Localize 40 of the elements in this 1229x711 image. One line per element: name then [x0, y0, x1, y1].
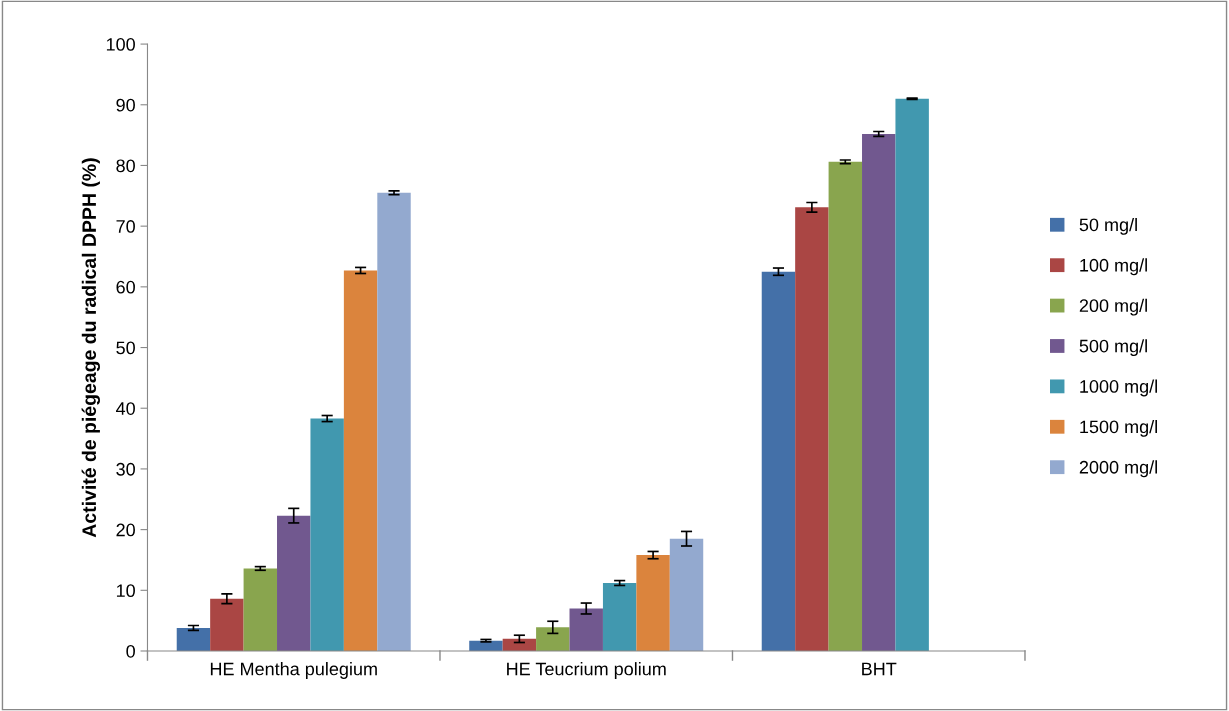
bar: [862, 133, 896, 651]
y-tick-label: 80: [116, 159, 135, 173]
y-tick-label: 10: [116, 584, 135, 598]
y-axis-title: Activité de piégeage du radical DPPH (%): [81, 158, 100, 538]
bar: [377, 192, 411, 651]
legend-label: 2000 mg/l: [1079, 460, 1157, 478]
bar: [669, 538, 704, 651]
bar: [795, 207, 829, 651]
y-tick-label: 100: [106, 38, 135, 51]
legend-label: 500 mg/l: [1079, 339, 1147, 356]
bar: [636, 555, 670, 651]
bar: [310, 418, 344, 651]
y-tick-label: 0: [126, 644, 135, 658]
bar: [343, 270, 378, 651]
legend-label: 1500 mg/l: [1080, 419, 1157, 437]
bar: [536, 627, 570, 651]
bar: [828, 161, 863, 651]
legend-label: 200 mg/l: [1079, 298, 1147, 316]
bar: [761, 271, 796, 651]
bar: [502, 638, 537, 651]
legend-label: 100 mg/l: [1080, 258, 1147, 276]
bar: [602, 583, 637, 651]
bar: [243, 568, 278, 651]
y-tick-label: 20: [116, 523, 135, 537]
y-tick-label: 50: [116, 341, 135, 355]
y-tick-label: 70: [116, 220, 135, 233]
legend-label: 1000 mg/l: [1080, 379, 1157, 397]
bar: [176, 627, 211, 651]
y-tick-label: 60: [116, 280, 135, 294]
x-tick-label: HE Mentha pulegium: [210, 662, 377, 679]
y-tick-label: 90: [116, 98, 135, 112]
bar: [895, 98, 929, 651]
y-tick-label: 30: [116, 462, 135, 476]
bar: [277, 515, 311, 651]
x-tick-label: BHT: [862, 662, 897, 676]
x-tick-label: HE Teucrium polium: [507, 662, 666, 679]
bar: [210, 598, 244, 651]
y-tick-label: 40: [116, 402, 135, 415]
legend-label: 50 mg/l: [1079, 217, 1137, 235]
bar: [569, 608, 603, 651]
